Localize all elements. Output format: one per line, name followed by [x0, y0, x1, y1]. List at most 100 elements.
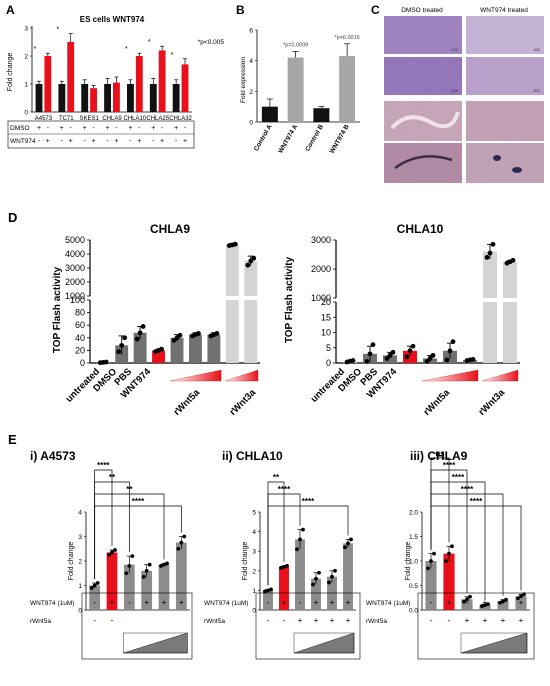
- panel-e-chla9-row-value: +: [447, 598, 452, 607]
- panel-e-chla10-data-point: [285, 564, 289, 568]
- panel-e-chla10-data-point: [330, 574, 334, 579]
- panel-e-chla10-row-value: +: [346, 598, 351, 607]
- panel-d-chla10-data-point: [430, 352, 436, 358]
- panel-e-a4573-title: i) A4573: [30, 449, 76, 463]
- panel-e-chla9-bar: [425, 561, 437, 610]
- panel-a-row-value: +: [183, 138, 187, 145]
- panel-d-chla9-y-tick-label: 1000: [65, 291, 85, 301]
- panel-e-chla10-data-point: [343, 545, 347, 550]
- panel-a-row-label: DMSO: [10, 125, 30, 132]
- panel-e-chla10-data-point: [301, 527, 305, 532]
- panel-a-x-tick-label: TC71: [59, 116, 74, 122]
- panel-e-a4573-y-tick-label: 1: [78, 583, 82, 590]
- panel-e-a4573-chart: i) A4573 Fold change 01234************WN…: [30, 449, 193, 660]
- panel-e-chla10-data-point: [333, 568, 337, 573]
- panel-e-chla9-significance-label: ****: [470, 497, 483, 506]
- panel-e-a4573-y-tick-label: 4: [78, 510, 82, 517]
- panel-a-bar: [35, 84, 43, 112]
- panel-e-chla9-bar: [515, 596, 527, 610]
- panel-a-y-tick-label: 2: [24, 54, 28, 61]
- panel-a-row-value: -: [61, 138, 64, 145]
- panel-e-chla9-row-label: rWnt5a: [366, 618, 387, 625]
- panel-d-chla9-data-point: [134, 336, 140, 342]
- panel-a-significance-star: *: [148, 39, 151, 46]
- panel-e-chla9-row-value: -: [466, 598, 469, 607]
- panel-e-chla10-significance-label: ****: [302, 497, 315, 506]
- panel-d-chla9-rwnt3a-gradient: [225, 369, 259, 382]
- panel-e-chla10-bar: [343, 543, 353, 610]
- panel-a-row-value: +: [69, 138, 73, 145]
- panel-d-chla10-bar: [403, 350, 417, 363]
- panel-d-chla9-bar-upper: [244, 261, 258, 296]
- panel-e-chla10-bar: [279, 566, 289, 610]
- panel-e-chla9-data-point: [426, 566, 430, 571]
- panel-e-chla10-data-point: [269, 587, 273, 592]
- panel-a-bar: [172, 84, 180, 112]
- panel-e-a4573-row-label: WNT974 (1uM): [30, 600, 74, 607]
- panel-label-d: D: [8, 210, 17, 225]
- panel-e-chla9-data-point: [498, 600, 502, 605]
- panel-a-row-value: -: [115, 125, 118, 132]
- panel-e-chla10-y-label: Fold change: [242, 542, 249, 581]
- panel-b-bar: [287, 57, 304, 122]
- panel-e-chla9-row-value: -: [430, 598, 433, 607]
- panel-e-chla9-significance-label: ns: [435, 449, 445, 458]
- panel-a-y-tick-label: 0: [24, 110, 28, 117]
- panel-e-chla9-data-point: [522, 592, 526, 597]
- panel-d-chla10-bar: [383, 355, 397, 363]
- panel-d-chla9-data-point: [119, 342, 125, 348]
- histology-header-wnt974: WNT974 treated: [480, 7, 528, 14]
- panel-d-chla10-data-point: [410, 343, 416, 349]
- panel-d-chla9-data-point: [122, 335, 128, 341]
- panel-d-chla10-data-point: [470, 356, 476, 362]
- panel-e-a4573-row-value: -: [128, 598, 131, 607]
- panel-a-bar: [113, 82, 120, 112]
- panel-a-significance-star: *: [56, 27, 59, 34]
- panel-b-x-tick-label: Control B: [304, 123, 325, 152]
- panel-e-chla9-data-point: [519, 594, 523, 599]
- panel-a-row-value: -: [92, 125, 95, 132]
- panel-e-a4573-significance-bracket: [94, 469, 113, 580]
- panel-a-bar: [67, 42, 75, 112]
- panel-a-row-label: WNT974: [10, 138, 36, 145]
- panel-a-row-value: -: [184, 125, 187, 132]
- panel-a-significance-star: *: [171, 52, 174, 59]
- panel-e-chla9-row-label: WNT974 (1uM): [366, 600, 410, 607]
- panel-d-chla9-y-tick-label: 2000: [65, 277, 85, 287]
- panel-e-chla10-data-point: [266, 588, 270, 593]
- panel-e-a4573-data-point: [165, 561, 169, 566]
- panel-e-chla10-row-value: -: [299, 598, 302, 607]
- panel-d-chla9-title: CHLA9: [150, 222, 190, 236]
- panel-e-chla10-title: ii) CHLA10: [222, 449, 283, 463]
- panel-e-chla9-chart: iii) CHLA9 Fold change 0.0 0.5 1.0 1.5 2.0 **…: [366, 449, 535, 660]
- panel-d-chla10-bar-lower: [503, 302, 517, 363]
- panel-a-row-value: +: [114, 138, 118, 145]
- panel-d-chla10-data-point: [444, 357, 450, 363]
- panel-b-y-tick-label: 0: [249, 120, 253, 127]
- panel-a-row-value: +: [137, 138, 141, 145]
- panel-a-bar: [44, 56, 52, 112]
- panel-d-chla9-x-group-label: rWnt5a: [172, 387, 203, 418]
- panel-d-chla9-y-tick-label: 0: [80, 358, 85, 368]
- panel-d-chla9-chart: CHLA9 TOP Flash activity 100020003000400…: [52, 222, 260, 418]
- panel-e-chla10-row-value: +: [314, 616, 319, 625]
- panel-e-chla10-bar: [295, 539, 305, 610]
- panel-e-chla10-data-point: [311, 582, 315, 587]
- panel-e-chla10-row-value: +: [298, 616, 303, 625]
- panel-d-chla10-y-tick-label: 3000: [311, 235, 331, 245]
- panel-e-chla10-rwnt5a-gradient-frame: [293, 632, 355, 654]
- panel-d-chla10-title: CHLA10: [397, 222, 444, 236]
- panel-e-chla9-data-point: [483, 603, 487, 607]
- panel-a-row-value: -: [129, 138, 132, 145]
- panel-a-bar: [158, 50, 166, 112]
- panel-d-chla10-data-point: [490, 241, 496, 247]
- panel-a-bar: [81, 84, 89, 112]
- panel-d-chla9-x-group-label: rWnt3a: [228, 387, 259, 418]
- panel-e-chla10-data-point: [327, 580, 331, 585]
- panel-e-chla9-y-tick-label: 1.0: [409, 559, 418, 566]
- panel-e-chla10-data-point: [298, 537, 302, 542]
- panel-e-a4573-data-point: [124, 571, 129, 576]
- panel-b-pvalue-label: *p=0.0016: [335, 35, 360, 41]
- panel-e-chla9-y-tick-label: 1.5: [409, 534, 418, 541]
- panel-e-chla9-row-value: +: [465, 616, 470, 625]
